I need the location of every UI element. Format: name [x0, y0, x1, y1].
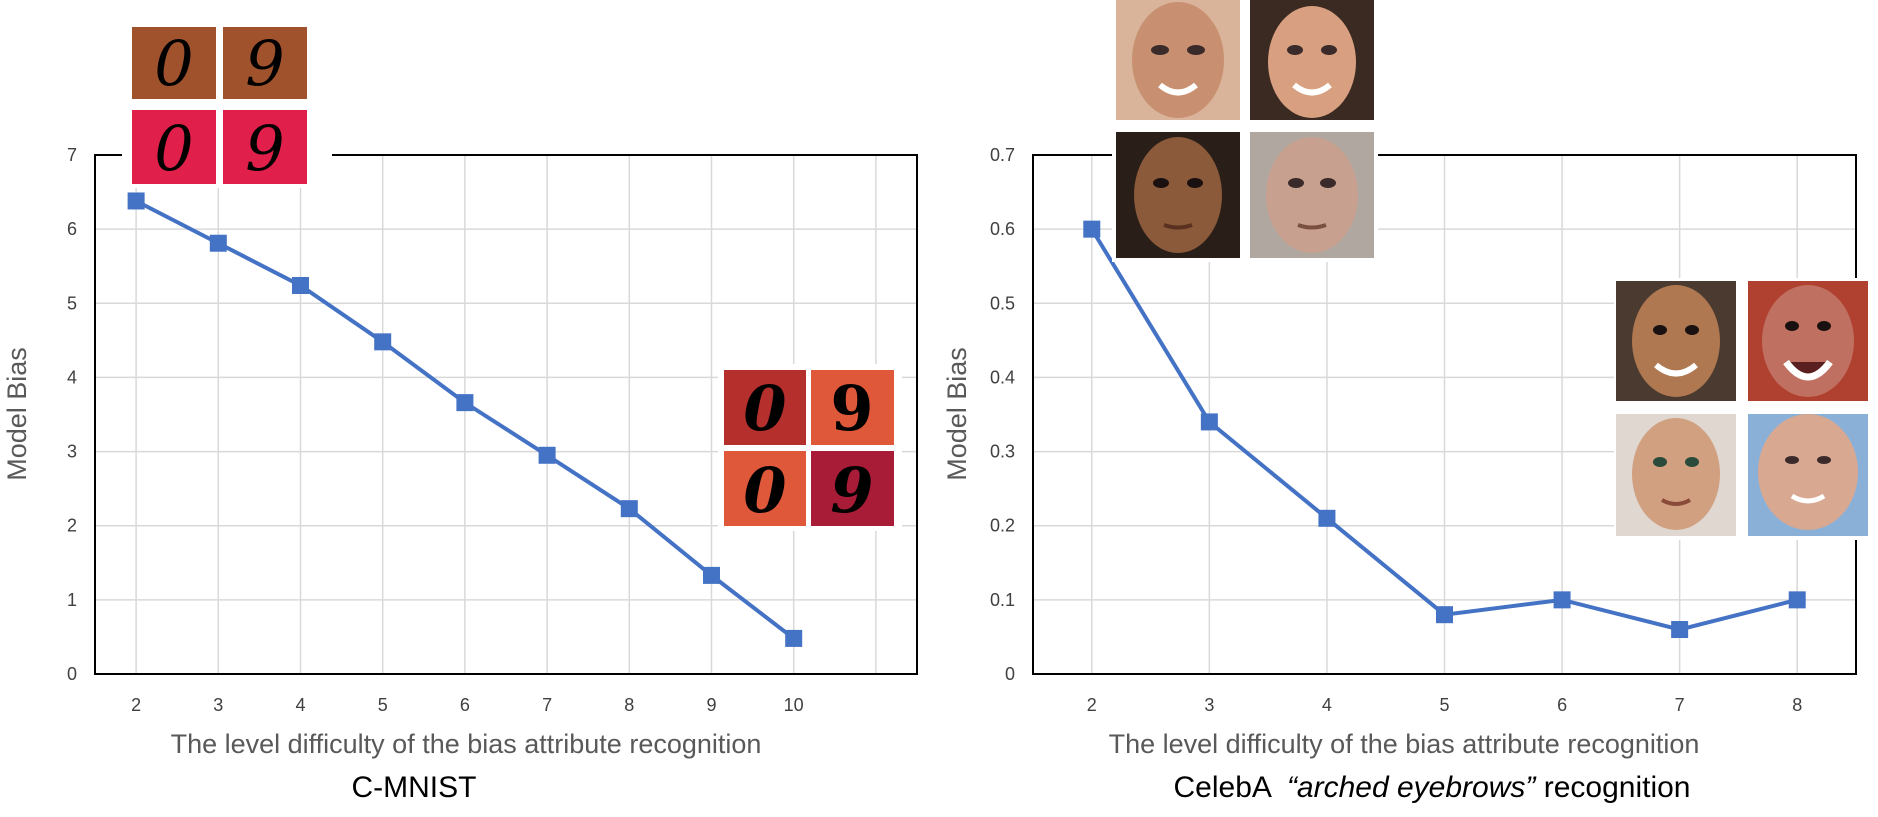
mnist-easy-digit-3: 0 [154, 112, 193, 185]
data-point [127, 192, 145, 210]
mnist-easy-tile-3 [132, 110, 216, 184]
right-x-axis-label: The level difficulty of the bias attribu… [1109, 729, 1700, 759]
x-tick-label: 7 [1675, 695, 1685, 715]
celeba-top-faces [1112, 0, 1378, 262]
right-x-ticks: 2 3 4 5 6 7 8 [1087, 695, 1802, 715]
chart-left: 0 1 2 3 4 5 6 7 2 3 4 5 6 7 8 9 10 Model Bias The level… [2, 20, 918, 804]
y-tick-label: 0.4 [990, 367, 1015, 387]
x-tick-label: 3 [213, 695, 223, 715]
x-tick-label: 7 [542, 695, 552, 715]
chart-right: 0 0.1 0.2 0.3 0.4 0.5 0.6 0.7 2 3 4 5 6 7 8 Model Bia… [942, 0, 1870, 804]
left-y-axis-label: Model Bias [2, 347, 32, 481]
x-tick-label: 8 [1792, 695, 1802, 715]
face-thumbnail-7 [1616, 414, 1736, 536]
y-tick-label: 1 [67, 590, 77, 610]
mnist-easy-tile-4 [223, 110, 307, 184]
y-tick-label: 7 [67, 145, 77, 165]
y-tick-label: 0.6 [990, 219, 1015, 239]
right-caption-part-1: CelebA [1174, 771, 1287, 804]
right-chart-caption: CelebA “arched eyebrows” recognition [1174, 771, 1691, 804]
data-point [1788, 591, 1806, 609]
data-point [456, 394, 474, 412]
x-tick-label: 5 [1439, 695, 1449, 715]
x-tick-label: 3 [1204, 695, 1214, 715]
x-tick-label: 4 [1322, 695, 1332, 715]
left-x-axis-label: The level difficulty of the bias attribu… [171, 729, 762, 759]
data-point [1553, 591, 1571, 609]
x-tick-label: 4 [295, 695, 305, 715]
mnist-hard-digit-3: 0 [743, 454, 786, 527]
x-tick-label: 2 [1087, 695, 1097, 715]
data-point [620, 500, 638, 518]
data-point [538, 446, 556, 464]
data-point [292, 276, 309, 294]
mnist-easy-digit-4: 9 [245, 112, 284, 185]
mnist-hard-digit-2: 9 [830, 372, 873, 445]
data-point [785, 629, 803, 647]
right-series-points [1083, 220, 1806, 639]
data-point [1083, 220, 1101, 238]
right-y-ticks: 0 0.1 0.2 0.3 0.4 0.5 0.6 0.7 [990, 145, 1015, 684]
y-tick-label: 2 [67, 516, 77, 536]
left-chart-caption: C-MNIST [352, 771, 477, 804]
y-tick-label: 0.2 [990, 516, 1015, 536]
mnist-hard-tile-2 [811, 370, 894, 445]
data-point [209, 234, 227, 252]
right-y-axis-label: Model Bias [942, 347, 972, 481]
mnist-hard-digit-1: 0 [743, 372, 786, 445]
y-tick-label: 0.7 [990, 145, 1015, 165]
mnist-easy-thumbnails: 0 9 0 9 [122, 20, 332, 188]
left-plot-frame [94, 154, 918, 675]
face-thumbnail-3 [1116, 132, 1240, 258]
left-series-points [127, 192, 803, 647]
face-thumbnail-4 [1250, 132, 1374, 258]
data-point [703, 566, 720, 584]
right-caption-part-3: recognition [1535, 771, 1690, 804]
mnist-easy-tile-1 [132, 27, 216, 99]
mnist-easy-tile-2 [223, 27, 307, 99]
face-thumbnail-2 [1250, 0, 1374, 120]
face-thumbnail-1 [1116, 0, 1240, 120]
y-tick-label: 5 [67, 293, 77, 313]
x-tick-label: 6 [460, 695, 470, 715]
mnist-hard-thumbnails: 0 9 0 9 [718, 364, 902, 531]
x-tick-label: 8 [624, 695, 634, 715]
data-point [1318, 509, 1336, 527]
data-point [374, 333, 392, 351]
y-tick-label: 6 [67, 219, 77, 239]
x-tick-label: 9 [706, 695, 716, 715]
x-tick-label: 2 [131, 695, 141, 715]
y-tick-label: 0 [67, 664, 77, 684]
face-thumbnail-6 [1748, 281, 1868, 401]
data-point [1436, 606, 1453, 624]
y-tick-label: 4 [67, 367, 77, 387]
mnist-hard-tile-1 [724, 370, 806, 445]
face-thumbnail-8 [1748, 414, 1868, 536]
mnist-hard-digit-4: 9 [830, 454, 873, 527]
mnist-hard-tile-4 [811, 451, 894, 526]
right-caption-part-2: “arched eyebrows” [1287, 771, 1537, 804]
left-y-ticks: 0 1 2 3 4 5 6 7 [67, 145, 77, 684]
x-tick-label: 10 [784, 695, 804, 715]
data-point [1671, 621, 1689, 639]
mnist-easy-digit-2: 9 [245, 27, 284, 100]
y-tick-label: 0.5 [990, 293, 1015, 313]
x-tick-label: 6 [1557, 695, 1567, 715]
celeba-right-faces [1614, 278, 1870, 540]
mnist-hard-tile-3 [724, 451, 806, 526]
x-tick-label: 5 [378, 695, 388, 715]
y-tick-label: 0 [1005, 664, 1015, 684]
mnist-easy-digit-1: 0 [154, 27, 193, 100]
y-tick-label: 0.3 [990, 442, 1015, 462]
y-tick-label: 0.1 [990, 590, 1015, 610]
y-tick-label: 3 [67, 442, 77, 462]
data-point [1200, 413, 1218, 431]
left-x-ticks: 2 3 4 5 6 7 8 9 10 [131, 695, 804, 715]
left-grid [95, 155, 917, 674]
face-thumbnail-5 [1616, 281, 1736, 401]
